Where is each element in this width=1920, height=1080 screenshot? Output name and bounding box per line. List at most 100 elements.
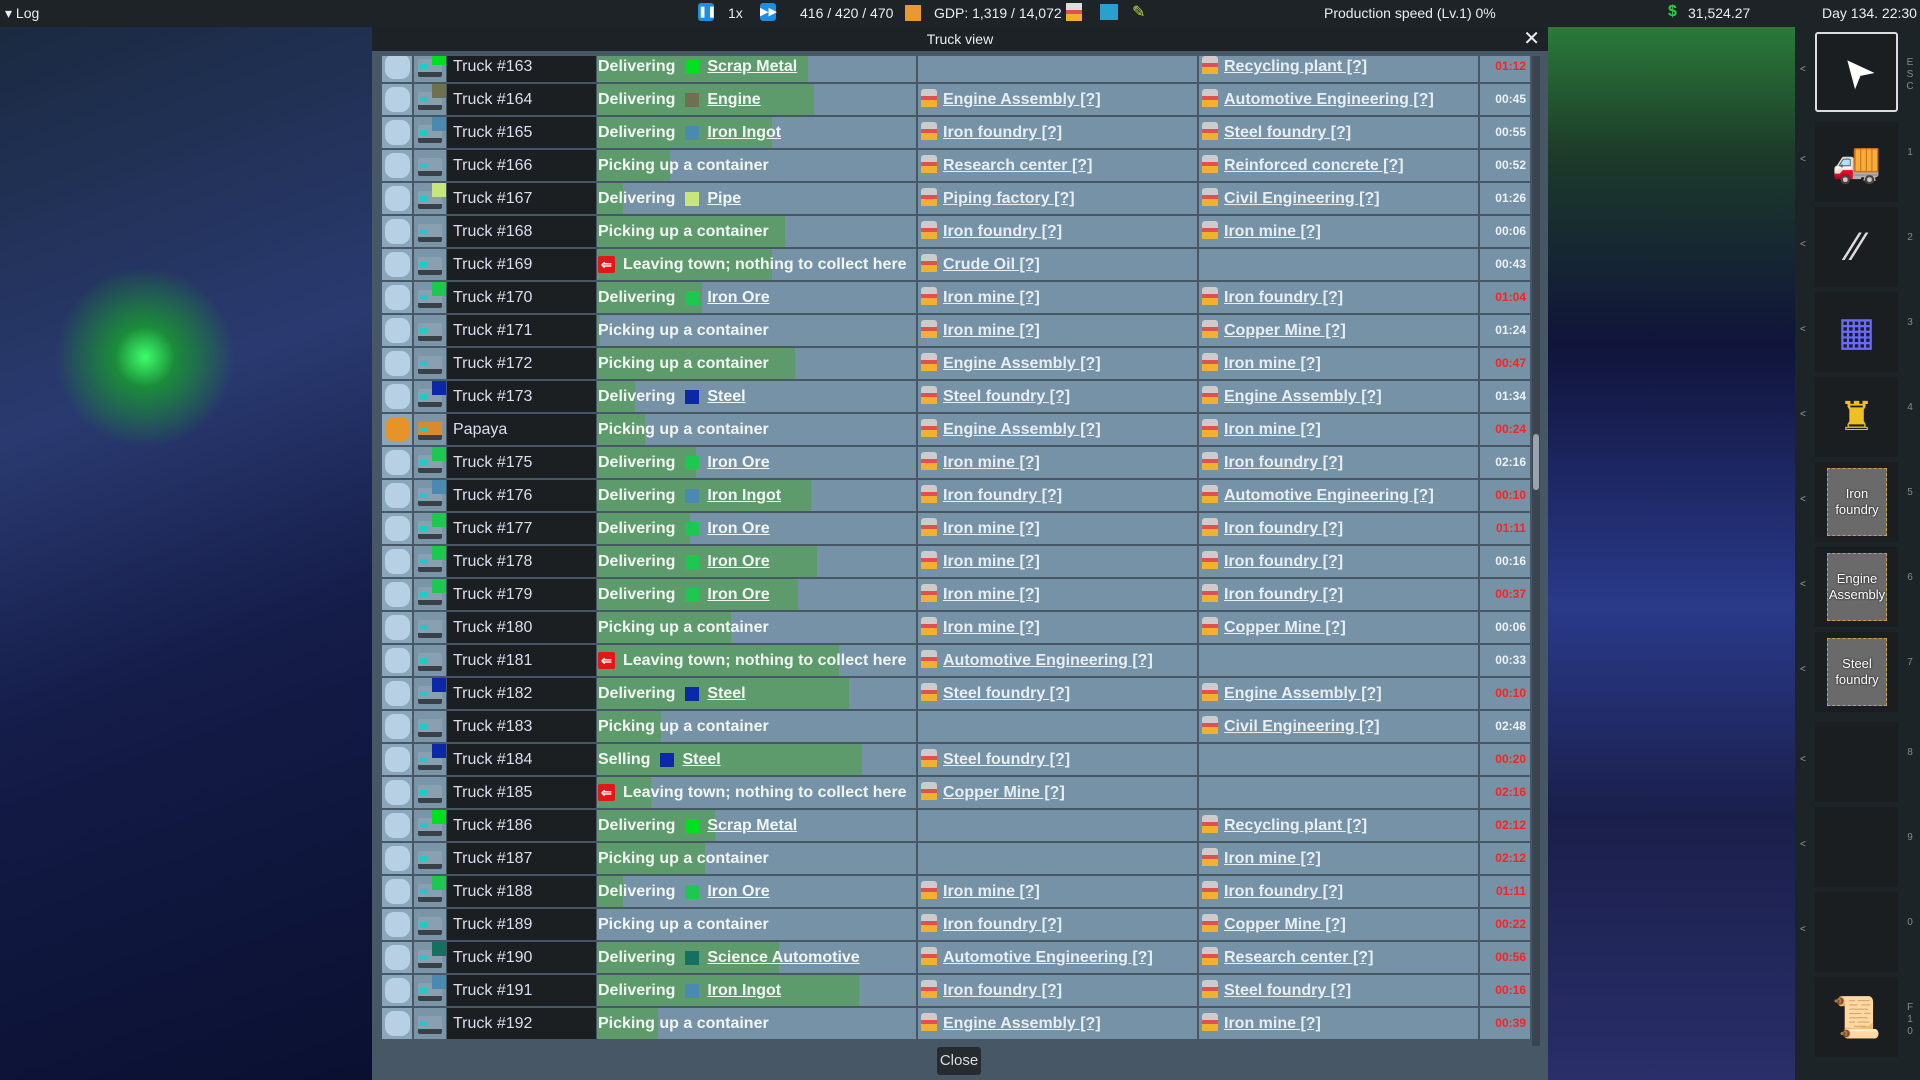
from-facility-link[interactable]: Iron foundry [?] — [943, 124, 1063, 141]
select-checkbox[interactable] — [382, 744, 412, 775]
select-checkbox[interactable] — [382, 876, 412, 907]
to-facility-link[interactable]: Civil Engineering [?] — [1224, 190, 1380, 207]
table-row[interactable]: Truck #185 ⇐ Leaving town; nothing to coll… — [380, 776, 1530, 809]
select-checkbox[interactable] — [382, 546, 412, 577]
truck-name[interactable]: Truck #187 — [447, 843, 596, 874]
to-facility-link[interactable]: Reinforced concrete [?] — [1224, 157, 1404, 174]
expand-arrow-icon[interactable]: < — [1800, 409, 1806, 420]
from-facility-link[interactable]: Engine Assembly [?] — [943, 91, 1101, 108]
cargo-link[interactable]: Iron Ore — [707, 553, 770, 570]
from-facility-link[interactable]: Steel foundry [?] — [943, 685, 1071, 702]
to-facility-link[interactable]: Research center [?] — [1224, 949, 1374, 966]
pencil-icon[interactable]: ✎ — [1132, 4, 1146, 21]
truck-name[interactable]: Truck #180 — [447, 612, 596, 643]
toolbar-slot-truck-icon[interactable]: 🚚 — [1815, 122, 1898, 202]
from-facility-link[interactable]: Engine Assembly [?] — [943, 355, 1101, 372]
table-row[interactable]: Truck #186 Delivering Scrap Metal Recycling… — [380, 809, 1530, 842]
select-checkbox[interactable] — [382, 249, 412, 280]
select-checkbox[interactable] — [382, 777, 412, 808]
table-row[interactable]: Truck #190 Delivering Science Automotive Au… — [380, 941, 1530, 974]
cargo-link[interactable]: Steel — [707, 685, 746, 702]
truck-name[interactable]: Truck #170 — [447, 282, 596, 313]
table-row[interactable]: Truck #178 Delivering Iron Ore Iron mine [?… — [380, 545, 1530, 578]
table-row[interactable]: Truck #165 Delivering Iron Ingot Iron found… — [380, 116, 1530, 149]
cargo-link[interactable]: Steel — [707, 388, 746, 405]
cargo-link[interactable]: Iron Ore — [707, 586, 770, 603]
close-button[interactable]: Close — [937, 1047, 981, 1075]
to-facility-link[interactable]: Automotive Engineering [?] — [1224, 91, 1434, 108]
from-facility-link[interactable]: Engine Assembly [?] — [943, 421, 1101, 438]
truck-name[interactable]: Truck #182 — [447, 678, 596, 709]
truck-name[interactable]: Truck #188 — [447, 876, 596, 907]
select-checkbox[interactable] — [382, 645, 412, 676]
to-facility-link[interactable]: Iron mine [?] — [1224, 421, 1321, 438]
to-facility-link[interactable]: Steel foundry [?] — [1224, 982, 1352, 999]
toolbar-slot-steel-foundry[interactable]: Steel foundry — [1815, 632, 1898, 712]
to-facility-link[interactable]: Iron mine [?] — [1224, 850, 1321, 867]
table-row[interactable]: Truck #163 Delivering Scrap Metal Recycling… — [380, 56, 1530, 83]
truck-name[interactable]: Truck #163 — [447, 56, 596, 82]
truck-name[interactable]: Truck #186 — [447, 810, 596, 841]
truck-name[interactable]: Truck #168 — [447, 216, 596, 247]
to-facility-link[interactable]: Recycling plant [?] — [1224, 58, 1368, 75]
from-facility-link[interactable]: Copper Mine [?] — [943, 784, 1065, 801]
cargo-link[interactable]: Iron Ore — [707, 289, 770, 306]
to-facility-link[interactable]: Civil Engineering [?] — [1224, 718, 1380, 735]
toolbar-slot-empty-0[interactable] — [1815, 892, 1898, 972]
toolbar-slot-scroll-icon[interactable]: 📜 — [1815, 977, 1898, 1057]
scrollbar[interactable] — [1532, 56, 1540, 1046]
select-checkbox[interactable] — [382, 216, 412, 247]
to-facility-link[interactable]: Iron mine [?] — [1224, 223, 1321, 240]
table-row[interactable]: Truck #181 ⇐ Leaving town; nothing to coll… — [380, 644, 1530, 677]
toolbar-slot-empty-9[interactable] — [1815, 807, 1898, 887]
to-facility-link[interactable]: Recycling plant [?] — [1224, 817, 1368, 834]
table-row[interactable]: Truck #175 Delivering Iron Ore Iron mine [?… — [380, 446, 1530, 479]
select-checkbox[interactable] — [382, 414, 412, 445]
table-row[interactable]: Truck #164 Delivering Engine Engine Assembl… — [380, 83, 1530, 116]
truck-name[interactable]: Truck #184 — [447, 744, 596, 775]
to-facility-link[interactable]: Iron foundry [?] — [1224, 289, 1344, 306]
truck-name[interactable]: Truck #172 — [447, 348, 596, 379]
from-facility-link[interactable]: Iron foundry [?] — [943, 223, 1063, 240]
truck-name[interactable]: Truck #166 — [447, 150, 596, 181]
truck-name[interactable]: Truck #171 — [447, 315, 596, 346]
game-map-left[interactable] — [0, 27, 372, 1080]
truck-name[interactable]: Truck #165 — [447, 117, 596, 148]
select-checkbox[interactable] — [382, 150, 412, 181]
expand-arrow-icon[interactable]: < — [1800, 579, 1806, 590]
cargo-link[interactable]: Iron Ore — [707, 883, 770, 900]
select-checkbox[interactable] — [382, 942, 412, 973]
toolbar-slot-depot-icon[interactable]: ▦ — [1815, 292, 1898, 372]
toolbar-slot-empty-8[interactable] — [1815, 722, 1898, 802]
select-checkbox[interactable] — [382, 447, 412, 478]
expand-arrow-icon[interactable]: < — [1800, 154, 1806, 165]
truck-name[interactable]: Truck #190 — [447, 942, 596, 973]
truck-name[interactable]: Truck #179 — [447, 579, 596, 610]
table-row[interactable]: Truck #172 Picking up a container Engine A… — [380, 347, 1530, 380]
from-facility-link[interactable]: Crude Oil [?] — [943, 256, 1040, 273]
truck-name[interactable]: Truck #185 — [447, 777, 596, 808]
from-facility-link[interactable]: Iron mine [?] — [943, 322, 1040, 339]
cargo-link[interactable]: Iron Ore — [707, 454, 770, 471]
table-row[interactable]: Papaya Picking up a container Engine Assem… — [380, 413, 1530, 446]
truck-name[interactable]: Truck #167 — [447, 183, 596, 214]
select-checkbox[interactable] — [382, 183, 412, 214]
table-row[interactable]: Truck #192 Picking up a container Engine A… — [380, 1007, 1530, 1040]
expand-arrow-icon[interactable]: < — [1800, 64, 1806, 75]
from-facility-link[interactable]: Iron mine [?] — [943, 289, 1040, 306]
table-row[interactable]: Truck #173 Delivering Steel Steel foundry [… — [380, 380, 1530, 413]
to-facility-link[interactable]: Iron foundry [?] — [1224, 520, 1344, 537]
truck-name[interactable]: Truck #176 — [447, 480, 596, 511]
from-facility-link[interactable]: Research center [?] — [943, 157, 1093, 174]
factory-icon[interactable] — [1066, 3, 1082, 21]
table-row[interactable]: Truck #188 Delivering Iron Ore Iron mine [?… — [380, 875, 1530, 908]
expand-arrow-icon[interactable]: < — [1800, 324, 1806, 335]
expand-arrow-icon[interactable]: < — [1800, 494, 1806, 505]
cargo-link[interactable]: Iron Ingot — [707, 982, 782, 999]
from-facility-link[interactable]: Iron mine [?] — [943, 619, 1040, 636]
cargo-link[interactable]: Iron Ingot — [707, 124, 782, 141]
table-row[interactable]: Truck #189 Picking up a container Iron fou… — [380, 908, 1530, 941]
table-row[interactable]: Truck #180 Picking up a container Iron min… — [380, 611, 1530, 644]
select-checkbox[interactable] — [382, 579, 412, 610]
log-toggle[interactable]: ▾ Log — [5, 5, 40, 21]
